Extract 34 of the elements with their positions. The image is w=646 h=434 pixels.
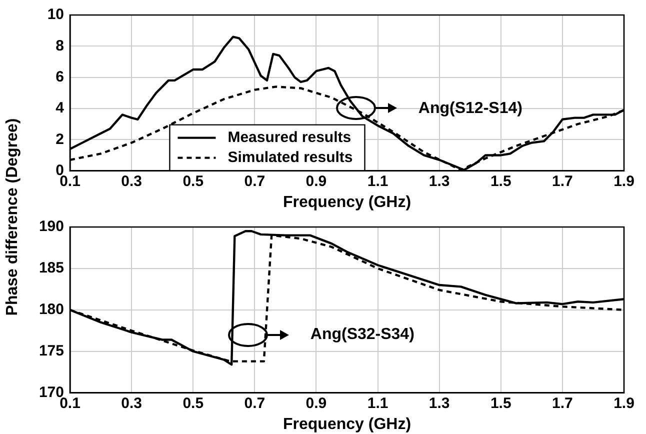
y-tick-label: 190 — [38, 218, 64, 236]
y-tick-label: 6 — [56, 68, 64, 86]
legend-label: Simulated results — [228, 148, 353, 166]
x-tick-label: 1.3 — [428, 172, 450, 190]
annotation: Ang(S32-S34) — [310, 326, 414, 344]
x-tick-label: 1.1 — [367, 172, 388, 190]
x-tick-label: 0.9 — [306, 172, 327, 190]
y-tick-label: 180 — [38, 301, 64, 318]
x-tick-label: 1.3 — [428, 394, 450, 412]
x-tick-label: 0.7 — [244, 394, 266, 412]
x-tick-label: 1.7 — [552, 172, 573, 190]
y-axis-title: Phase difference (Degree) — [4, 118, 22, 316]
x-tick-label: 1.5 — [490, 394, 512, 412]
y-tick-label: 2 — [56, 130, 64, 148]
x-tick-label: 1.9 — [614, 172, 634, 190]
x-axis-title: Frequency (GHz) — [282, 416, 412, 433]
x-tick-label: 1.9 — [614, 394, 634, 412]
x-tick-label: 0.5 — [182, 394, 204, 412]
y-tick-label: 8 — [56, 37, 64, 54]
y-tick-label: 10 — [47, 6, 64, 24]
x-tick-label: 0.5 — [182, 172, 204, 190]
x-tick-label: 1.5 — [490, 172, 512, 190]
x-tick-label: 0.7 — [244, 172, 266, 190]
annotation: Ang(S12-S14) — [418, 100, 522, 117]
y-tick-label: 185 — [38, 260, 64, 277]
x-tick-label: 1.7 — [552, 394, 573, 412]
x-tick-label: 1.1 — [367, 394, 388, 412]
x-axis-title: Frequency (GHz) — [282, 194, 412, 211]
x-tick-label: 0.3 — [121, 172, 142, 190]
x-tick-label: 0.3 — [121, 394, 142, 412]
y-tick-label: 175 — [38, 342, 64, 360]
y-tick-label: 4 — [56, 100, 65, 117]
x-tick-label: 0.9 — [306, 394, 327, 412]
legend-label: Measured results — [228, 128, 352, 146]
